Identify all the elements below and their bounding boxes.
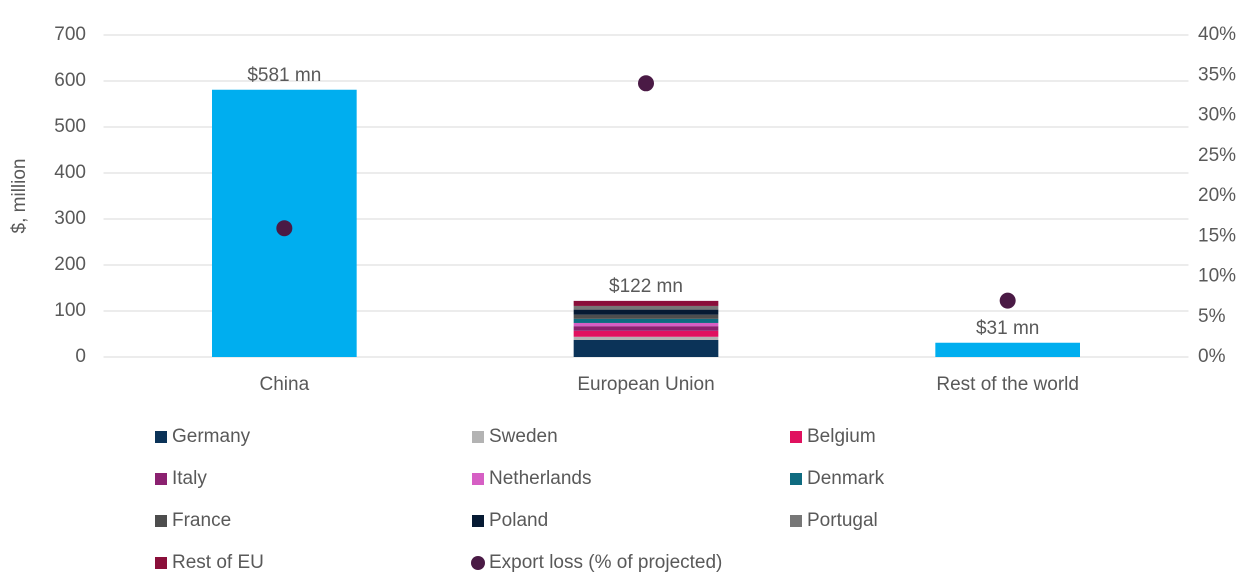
bar-segment bbox=[573, 318, 719, 323]
total-label: $122 mn bbox=[609, 276, 683, 297]
legend-swatch bbox=[155, 473, 167, 485]
legend-swatch bbox=[472, 431, 484, 443]
y2-tick-label: 5% bbox=[1198, 306, 1226, 327]
legend-swatch bbox=[790, 431, 802, 443]
legend-swatch bbox=[155, 557, 167, 569]
legend-label: Rest of EU bbox=[172, 552, 264, 573]
bar-segment bbox=[573, 336, 719, 340]
legend-swatch bbox=[790, 515, 802, 527]
y-tick-label: 600 bbox=[54, 70, 86, 91]
export-loss-dot bbox=[276, 220, 293, 237]
bar-segment bbox=[573, 314, 719, 319]
legend-label: Sweden bbox=[489, 426, 558, 447]
legend-swatch bbox=[155, 515, 167, 527]
y-axis-label: $, million bbox=[9, 159, 30, 234]
legend-swatch bbox=[790, 473, 802, 485]
total-label: $31 mn bbox=[976, 318, 1039, 339]
y2-tick-label: 25% bbox=[1198, 145, 1236, 166]
legend-dot bbox=[471, 556, 485, 570]
bar-segment bbox=[573, 305, 719, 310]
total-label: $581 mn bbox=[247, 65, 321, 86]
y2-tick-label: 35% bbox=[1198, 64, 1236, 85]
y2-tick-label: 10% bbox=[1198, 266, 1236, 287]
bar-segment bbox=[573, 339, 719, 357]
legend-label: Netherlands bbox=[489, 468, 591, 489]
y-tick-label: 100 bbox=[54, 300, 86, 321]
y-tick-label: 700 bbox=[54, 24, 86, 45]
bar-segment bbox=[573, 326, 719, 331]
export-loss-dot bbox=[999, 292, 1016, 309]
legend-swatch bbox=[155, 431, 167, 443]
legend-label: Denmark bbox=[807, 468, 885, 489]
legend-swatch bbox=[472, 473, 484, 485]
y-tick-label: 500 bbox=[54, 116, 86, 137]
y2-tick-label: 0% bbox=[1198, 346, 1226, 367]
legend-label: Export loss (% of projected) bbox=[489, 552, 722, 573]
legend-label: Poland bbox=[489, 510, 548, 531]
bar-segment bbox=[573, 322, 719, 327]
x-tick-label: Rest of the world bbox=[936, 374, 1079, 395]
legend-label: Belgium bbox=[807, 426, 876, 447]
y-tick-label: 0 bbox=[75, 346, 86, 367]
bar-segment bbox=[573, 330, 719, 337]
bar-segment bbox=[573, 300, 719, 306]
legend-label: Germany bbox=[172, 426, 251, 447]
y-tick-label: 200 bbox=[54, 254, 86, 275]
x-tick-label: European Union bbox=[577, 374, 714, 395]
legend-label: France bbox=[172, 510, 231, 531]
y2-tick-label: 30% bbox=[1198, 105, 1236, 126]
legend-label: Italy bbox=[172, 468, 207, 489]
x-tick-label: China bbox=[260, 374, 310, 395]
export-loss-dot bbox=[638, 75, 654, 92]
y-tick-label: 300 bbox=[54, 208, 86, 229]
legend-label: Portugal bbox=[807, 510, 878, 531]
y2-tick-label: 20% bbox=[1198, 185, 1236, 206]
legend-swatch bbox=[472, 515, 484, 527]
bar-segment bbox=[935, 342, 1080, 357]
bar-segment bbox=[573, 309, 719, 315]
y2-tick-label: 40% bbox=[1198, 24, 1236, 45]
y2-tick-label: 15% bbox=[1198, 225, 1236, 246]
y-tick-label: 400 bbox=[54, 162, 86, 183]
